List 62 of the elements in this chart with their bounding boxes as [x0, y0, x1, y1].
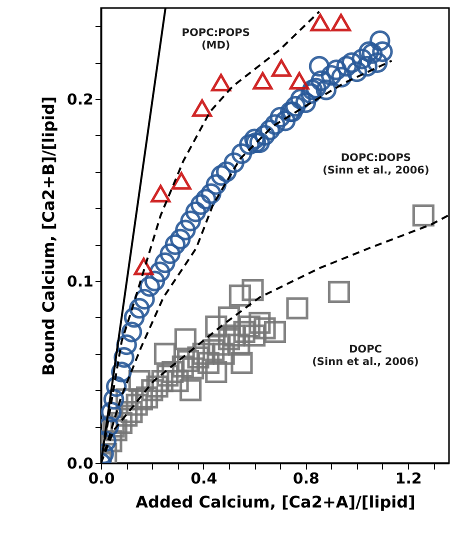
point — [205, 360, 228, 384]
point — [254, 317, 276, 340]
point — [218, 328, 240, 350]
point — [134, 258, 154, 276]
x-tick-label: 0.0 — [88, 470, 115, 488]
point — [202, 339, 225, 362]
point — [187, 346, 210, 368]
point — [171, 172, 192, 190]
point — [331, 14, 351, 32]
point — [180, 379, 202, 402]
point — [328, 280, 350, 303]
point — [130, 388, 153, 410]
point — [264, 320, 286, 344]
point — [205, 315, 228, 338]
point — [212, 342, 235, 365]
point — [120, 400, 143, 424]
y-axis-title: Bound Calcium, [Ca2+B]/[lipid] — [38, 96, 58, 376]
y-tick-label: 0.1 — [66, 272, 94, 290]
point — [228, 284, 251, 307]
point — [182, 357, 204, 380]
annotation: DOPC:DOPS (Sinn et al., 2006) — [322, 152, 430, 177]
y-tick-label: 0.0 — [66, 454, 94, 472]
point — [126, 394, 148, 416]
point — [208, 334, 230, 356]
point — [176, 350, 200, 372]
annotation: POPC:POPS (MD) — [182, 27, 250, 52]
point — [197, 352, 220, 374]
x-tick-label: 0.8 — [292, 470, 320, 488]
point — [154, 342, 176, 365]
x-tick-label: 0.4 — [190, 470, 218, 488]
x-axis-title: Added Calcium, [Ca2+A]/[lipid] — [136, 492, 416, 512]
point — [166, 370, 189, 392]
y-tick-label: 0.2 — [66, 90, 94, 108]
point — [248, 312, 271, 334]
point — [174, 328, 196, 350]
point — [192, 342, 214, 365]
point — [286, 297, 308, 320]
point — [136, 386, 158, 409]
point — [230, 352, 253, 374]
point — [192, 99, 212, 117]
point — [150, 184, 171, 202]
point — [238, 315, 260, 338]
point — [172, 355, 194, 378]
point — [223, 324, 246, 347]
point — [252, 72, 273, 90]
point — [242, 279, 264, 302]
point — [218, 306, 240, 328]
point — [271, 59, 292, 77]
point — [310, 14, 330, 32]
point — [146, 376, 168, 398]
point — [141, 379, 164, 402]
point — [412, 204, 434, 227]
point — [162, 360, 184, 384]
point — [211, 74, 231, 92]
point — [228, 334, 250, 356]
x-tick-label: 1.2 — [395, 470, 422, 488]
annotation: DOPC (Sinn et al., 2006) — [312, 343, 419, 368]
point — [233, 320, 256, 344]
point — [289, 72, 310, 90]
point — [243, 324, 266, 347]
point — [151, 370, 174, 392]
point — [156, 364, 179, 387]
